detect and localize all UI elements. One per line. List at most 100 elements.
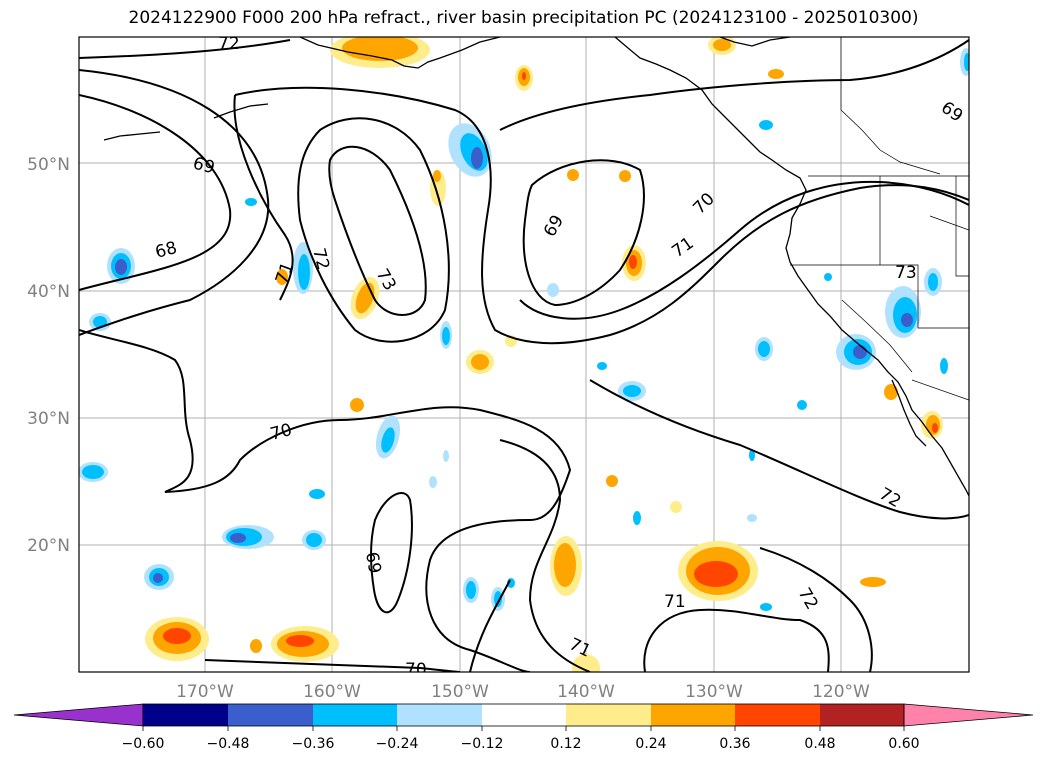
lon-tick-label: 160°W: [303, 682, 361, 702]
contour-label: 71: [664, 592, 686, 612]
colorbar-segment: [397, 704, 482, 726]
colorbar-tick-label: −0.24: [376, 736, 419, 752]
colorbar-segment: [482, 704, 566, 726]
positive-anomaly-blob: [271, 626, 339, 662]
contour-label: 69: [361, 550, 384, 575]
lat-tick-label: 50°N: [27, 155, 70, 175]
contour-label: 70: [405, 660, 427, 680]
colorbar-segment: [228, 704, 313, 726]
negative-anomaly-blob: [824, 273, 832, 281]
positive-anomaly-blob: [678, 541, 758, 601]
refractivity-contours: [79, 39, 969, 672]
negative-anomaly-blob: [144, 564, 174, 590]
colorbar-tick-label: −0.12: [461, 736, 504, 752]
negative-anomaly-blob: [747, 514, 757, 522]
colorbar-segment: [143, 704, 228, 726]
negative-anomaly-blob: [245, 198, 257, 206]
colorbar-segment: [313, 704, 397, 726]
negative-anomaly-blob: [749, 449, 755, 461]
positive-anomaly-blob: [276, 269, 288, 285]
graticule: [79, 37, 969, 672]
map-border: [78, 36, 970, 673]
lat-tick-label: 20°N: [27, 536, 70, 556]
map-frame: [79, 37, 969, 672]
positive-anomaly-blob: [550, 536, 582, 596]
positive-anomaly-blob: [466, 350, 494, 374]
positive-anomaly-blob: [250, 639, 262, 653]
positive-anomaly-blob: [619, 170, 631, 182]
positive-anomaly-blob: [622, 245, 646, 281]
negative-anomaly-blob: [960, 48, 969, 76]
negative-anomaly-blob: [759, 120, 773, 130]
colorbar-tick-label: −0.36: [292, 736, 335, 752]
colorbar-segment: [735, 704, 820, 726]
colorbar-extend-right: [903, 703, 1034, 727]
lon-tick-label: 130°W: [685, 682, 743, 702]
negative-anomaly-blob: [760, 603, 772, 611]
negative-anomaly-blob: [463, 577, 479, 603]
colorbar-tick-label: 0.60: [888, 736, 919, 752]
positive-anomaly-blob: [768, 69, 784, 79]
negative-anomaly-blob: [309, 489, 325, 499]
contour-label: 73: [895, 263, 917, 283]
latitude-labels: 50°N 40°N 30°N 20°N: [27, 155, 70, 556]
lon-tick-label: 150°W: [431, 682, 489, 702]
negative-anomaly-blob: [755, 337, 773, 361]
positive-anomaly-blob: [430, 170, 446, 206]
negative-anomaly-blob: [940, 358, 948, 374]
lat-tick-label: 40°N: [27, 282, 70, 302]
negative-anomaly-blob: [797, 400, 807, 410]
lon-tick-label: 170°W: [176, 682, 234, 702]
positive-anomaly-blob: [606, 475, 618, 487]
negative-anomaly-blob: [293, 242, 313, 294]
negative-anomaly-blob: [302, 530, 326, 550]
lon-tick-label: 120°W: [812, 682, 870, 702]
colorbar-tick-label: 0.24: [635, 736, 666, 752]
negative-anomaly-blob: [107, 248, 135, 284]
colorbar-tick-label: −0.48: [207, 736, 250, 752]
negative-anomaly-blob: [491, 587, 505, 611]
colorbar-segment: [651, 704, 735, 726]
negative-anomaly-blob: [885, 286, 921, 338]
negative-anomaly-blob: [222, 525, 274, 549]
negative-anomaly-blob: [429, 476, 437, 488]
political-borders: [790, 37, 969, 401]
positive-anomaly-blob: [330, 37, 430, 68]
lon-tick-label: 140°W: [557, 682, 615, 702]
contour-label: 72: [218, 34, 240, 54]
colorbar-tick-label: 0.12: [550, 736, 581, 752]
colorbar-segment: [820, 704, 904, 726]
negative-anomaly-blob: [443, 450, 449, 462]
positive-anomaly-blob: [567, 169, 579, 181]
negative-anomaly-blob: [633, 511, 641, 525]
colorbar-extend-left: [13, 703, 144, 727]
positive-anomaly-blob: [921, 411, 943, 439]
colorbar-tick-label: 0.36: [719, 736, 750, 752]
negative-anomaly-blob: [597, 362, 607, 370]
positive-anomaly-blob: [670, 501, 682, 513]
colorbar-segment: [566, 704, 651, 726]
positive-anomaly-blob: [145, 617, 209, 661]
positive-anomaly-blob: [884, 384, 898, 400]
precipitation-shading: [79, 37, 969, 672]
lat-tick-label: 30°N: [27, 409, 70, 429]
coastlines: [103, 37, 969, 497]
positive-anomaly-blob: [860, 577, 886, 587]
colorbar-tick-label: 0.48: [804, 736, 835, 752]
negative-anomaly-blob: [836, 334, 876, 370]
negative-anomaly-blob: [547, 283, 559, 297]
colorbar-tick-label: −0.60: [122, 736, 165, 752]
figure-title: 2024122900 F000 200 hPa refract., river …: [128, 8, 919, 28]
positive-anomaly-blob: [708, 37, 736, 55]
positive-anomaly-blob: [515, 65, 533, 91]
negative-anomaly-blob: [375, 415, 401, 459]
negative-anomaly-blob: [440, 321, 452, 349]
negative-anomaly-blob: [79, 462, 108, 482]
longitude-labels: 170°W 160°W 150°W 140°W 130°W 120°W: [176, 682, 870, 702]
negative-anomaly-blob: [924, 268, 942, 296]
negative-anomaly-blob: [618, 381, 646, 401]
positive-anomaly-blob: [350, 398, 364, 412]
colorbar: −0.60 −0.48 −0.36 −0.24 −0.12 0.12 0.24 …: [13, 703, 1034, 752]
negative-anomaly-blob: [448, 123, 492, 177]
